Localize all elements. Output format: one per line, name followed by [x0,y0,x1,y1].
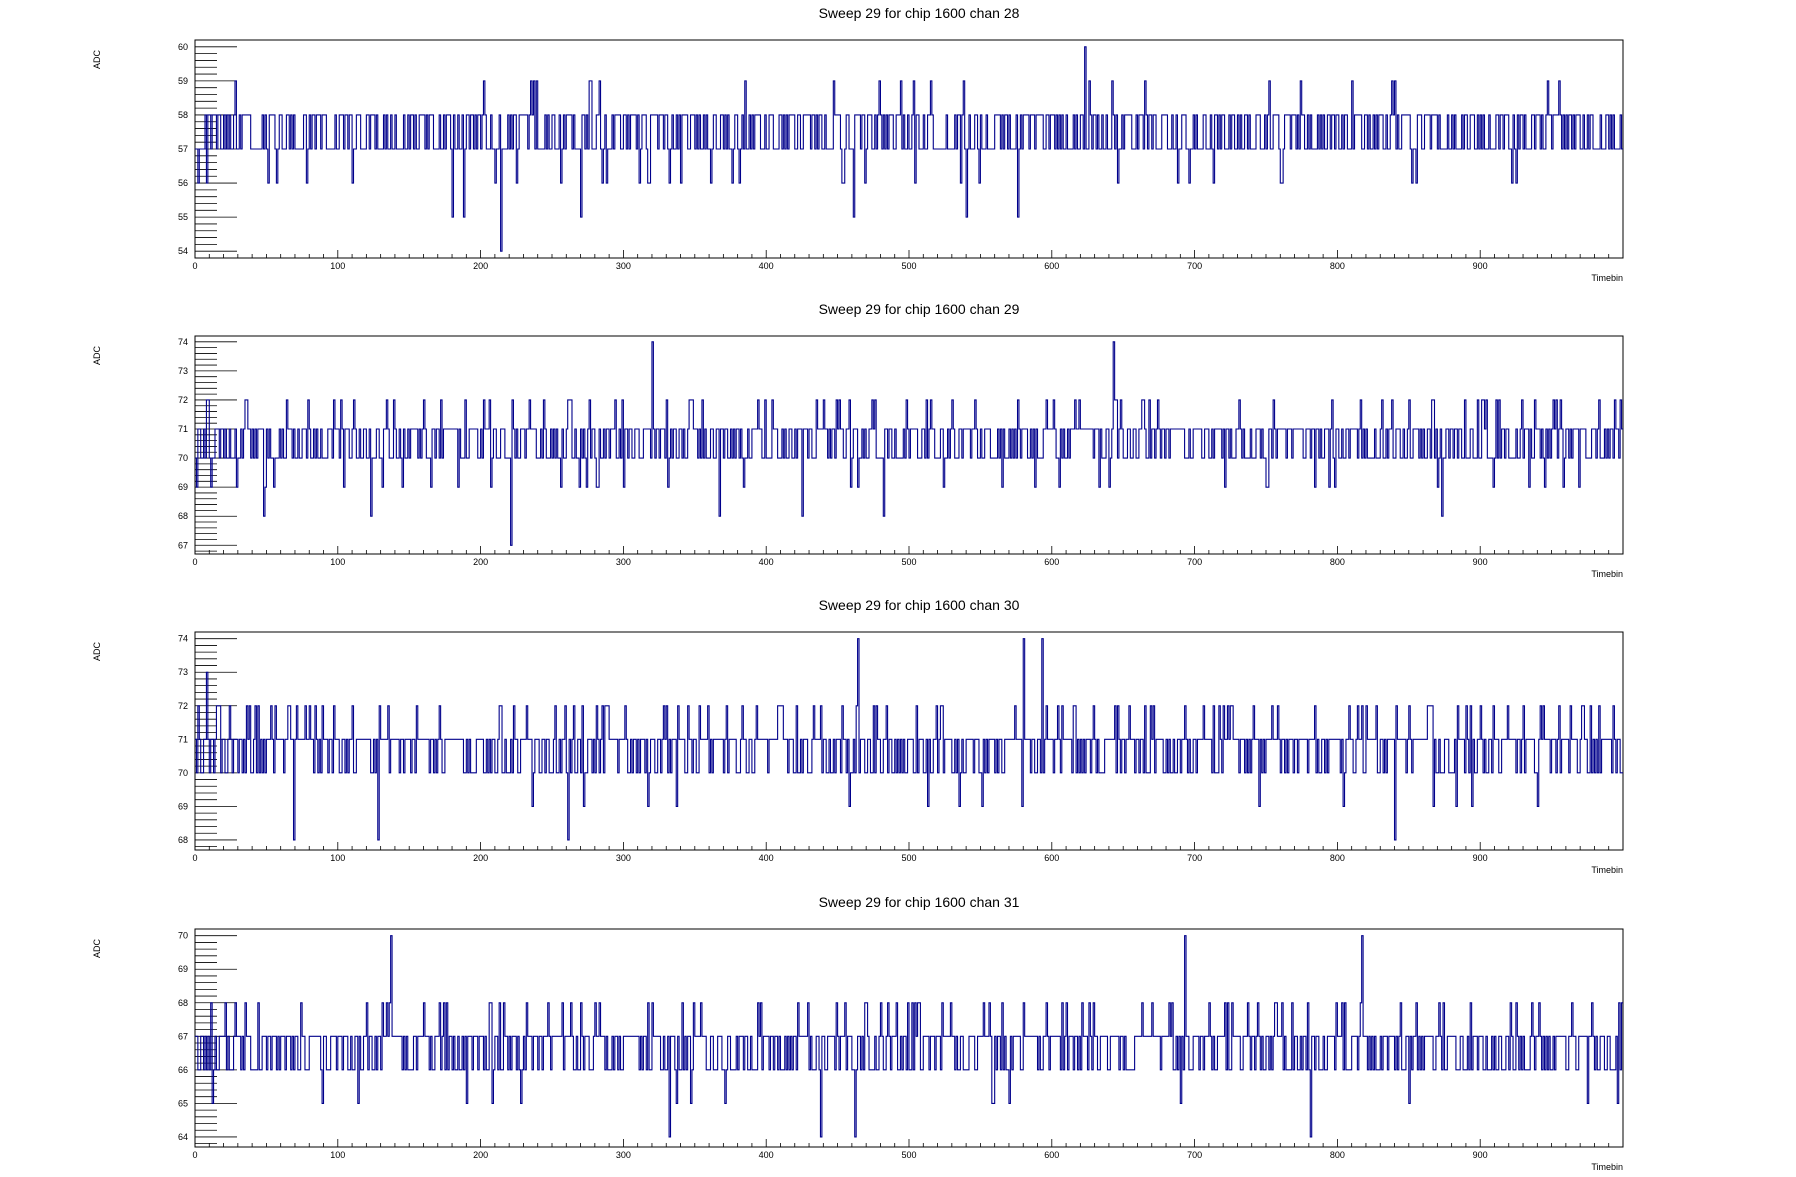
x-tick-label: 700 [1187,557,1202,567]
x-tick-label: 800 [1330,557,1345,567]
x-tick-label: 100 [330,853,345,863]
y-tick-label: 69 [178,964,188,974]
y-tick-label: 73 [178,366,188,376]
chart-title: Sweep 29 for chip 1600 chan 31 [819,894,1020,910]
x-tick-label: 0 [192,853,197,863]
x-tick-label: 200 [473,853,488,863]
x-tick-label: 0 [192,261,197,271]
x-tick-label: 0 [192,557,197,567]
x-tick-label: 900 [1473,853,1488,863]
y-axis-label: ADC [92,50,102,70]
y-tick-label: 73 [178,667,188,677]
chart-panel-3: Sweep 29 for chip 1600 chan 30 ADC Timebin… [92,597,1624,875]
series-line [195,46,1623,252]
x-tick-label: 700 [1187,853,1202,863]
y-tick-label: 74 [178,634,188,644]
chart-panel-2: Sweep 29 for chip 1600 chan 29 ADC Timebin… [92,301,1624,579]
x-tick-label: 600 [1044,261,1059,271]
x-tick-label: 500 [901,853,916,863]
y-axis-label: ADC [92,346,102,366]
x-tick-label: 600 [1044,853,1059,863]
chart-panel-4: Sweep 29 for chip 1600 chan 31 ADC Timebin… [92,894,1624,1172]
chart-panel-1: Sweep 29 for chip 1600 chan 28 ADC Timebin… [92,5,1624,283]
y-tick-label: 66 [178,1065,188,1075]
x-tick-label: 200 [473,557,488,567]
y-tick-label: 71 [178,734,188,744]
y-tick-label: 70 [178,931,188,941]
y-tick-label: 57 [178,144,188,154]
series-line [195,341,1623,546]
chart-title: Sweep 29 for chip 1600 chan 28 [819,5,1020,21]
y-tick-label: 69 [178,482,188,492]
chart-title: Sweep 29 for chip 1600 chan 30 [819,597,1020,613]
x-tick-label: 500 [901,261,916,271]
y-tick-label: 68 [178,835,188,845]
y-tick-label: 71 [178,424,188,434]
y-tick-label: 60 [178,42,188,52]
chart-title: Sweep 29 for chip 1600 chan 29 [819,301,1020,317]
y-tick-label: 68 [178,511,188,521]
y-tick-label: 55 [178,212,188,222]
x-tick-label: 0 [192,1150,197,1160]
y-tick-label: 74 [178,337,188,347]
plot-frame [194,631,1624,851]
x-tick-label: 400 [759,1150,774,1160]
y-tick-label: 54 [178,246,188,256]
x-tick-label: 200 [473,1150,488,1160]
y-tick-label: 67 [178,1031,188,1041]
x-tick-label: 600 [1044,557,1059,567]
y-tick-label: 68 [178,998,188,1008]
x-tick-label: 200 [473,261,488,271]
y-tick-label: 72 [178,701,188,711]
x-tick-label: 800 [1330,261,1345,271]
y-tick-label: 64 [178,1132,188,1142]
x-tick-label: 300 [616,1150,631,1160]
x-tick-label: 300 [616,853,631,863]
y-tick-label: 72 [178,395,188,405]
x-axis-label: Timebin [1591,569,1623,579]
x-tick-label: 900 [1473,1150,1488,1160]
x-tick-label: 900 [1473,557,1488,567]
y-tick-label: 69 [178,801,188,811]
x-tick-label: 700 [1187,261,1202,271]
y-tick-label: 70 [178,453,188,463]
x-axis-label: Timebin [1591,865,1623,875]
x-axis-label: Timebin [1591,1162,1623,1172]
y-tick-label: 70 [178,768,188,778]
y-tick-label: 58 [178,110,188,120]
x-tick-label: 800 [1330,853,1345,863]
x-tick-label: 100 [330,1150,345,1160]
series-line [195,638,1623,841]
series-line [195,935,1623,1138]
y-tick-label: 56 [178,178,188,188]
y-tick-label: 67 [178,540,188,550]
x-tick-label: 400 [759,853,774,863]
x-axis-label: Timebin [1591,273,1623,283]
y-tick-label: 59 [178,76,188,86]
y-axis-label: ADC [92,642,102,662]
x-tick-label: 100 [330,261,345,271]
y-tick-label: 65 [178,1098,188,1108]
x-tick-label: 300 [616,261,631,271]
y-axis-label: ADC [92,939,102,959]
x-tick-label: 400 [759,557,774,567]
x-tick-label: 800 [1330,1150,1345,1160]
x-tick-label: 900 [1473,261,1488,271]
x-tick-label: 100 [330,557,345,567]
x-tick-label: 500 [901,1150,916,1160]
x-tick-label: 400 [759,261,774,271]
x-tick-label: 300 [616,557,631,567]
x-tick-label: 600 [1044,1150,1059,1160]
x-tick-label: 500 [901,557,916,567]
x-tick-label: 700 [1187,1150,1202,1160]
